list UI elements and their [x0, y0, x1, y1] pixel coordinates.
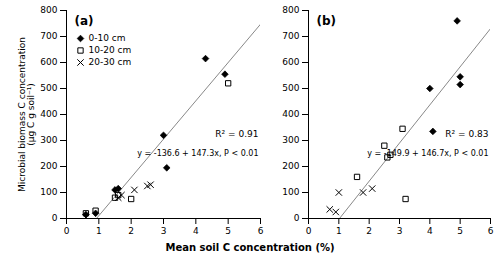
svg-text:400: 400 — [282, 109, 299, 119]
svg-text:Microbial biomass C concentrat: Microbial biomass C concentration(μg C g… — [17, 37, 36, 192]
svg-text:(a): (a) — [75, 14, 94, 28]
svg-text:R² = 0.83: R² = 0.83 — [445, 129, 488, 139]
svg-text:500: 500 — [282, 83, 299, 93]
svg-text:700: 700 — [40, 31, 57, 41]
svg-text:0: 0 — [64, 226, 70, 236]
svg-text:0: 0 — [294, 213, 300, 223]
svg-text:6: 6 — [258, 226, 264, 236]
svg-text:6: 6 — [488, 226, 494, 236]
svg-text:2: 2 — [128, 226, 134, 236]
svg-text:200: 200 — [282, 161, 299, 171]
svg-text:100: 100 — [282, 187, 299, 197]
svg-text:200: 200 — [40, 161, 57, 171]
svg-text:600: 600 — [282, 57, 299, 67]
svg-text:400: 400 — [40, 109, 57, 119]
svg-text:10-20 cm: 10-20 cm — [89, 45, 132, 55]
svg-text:0-10 cm: 0-10 cm — [89, 33, 126, 43]
svg-text:700: 700 — [282, 31, 299, 41]
svg-text:0: 0 — [306, 226, 312, 236]
svg-text:y = -136.6 + 147.3x, P < 0.01: y = -136.6 + 147.3x, P < 0.01 — [137, 149, 258, 158]
html-text:Mean soil C concentration (%): Mean soil C concentration (%) — [165, 242, 335, 253]
svg-text:1: 1 — [336, 226, 342, 236]
svg-text:R² = 0.91: R² = 0.91 — [215, 129, 258, 139]
svg-text:300: 300 — [282, 135, 299, 145]
svg-text:1: 1 — [96, 226, 102, 236]
svg-text:600: 600 — [40, 57, 57, 67]
svg-text:500: 500 — [40, 83, 57, 93]
svg-text:(b): (b) — [317, 14, 337, 28]
svg-text:4: 4 — [193, 226, 199, 236]
svg-text:5: 5 — [457, 226, 463, 236]
svg-text:3: 3 — [397, 226, 403, 236]
svg-text:4: 4 — [427, 226, 433, 236]
svg-text:100: 100 — [40, 187, 57, 197]
svg-text:300: 300 — [40, 135, 57, 145]
svg-text:y = -149.9 + 146.7x, P < 0.01: y = -149.9 + 146.7x, P < 0.01 — [367, 149, 488, 158]
svg-text:3: 3 — [161, 226, 167, 236]
svg-text:5: 5 — [225, 226, 231, 236]
svg-text:2: 2 — [366, 226, 372, 236]
svg-text:20-30 cm: 20-30 cm — [89, 57, 132, 67]
svg-text:800: 800 — [282, 5, 299, 15]
svg-text:800: 800 — [40, 5, 57, 15]
svg-text:0: 0 — [52, 213, 58, 223]
